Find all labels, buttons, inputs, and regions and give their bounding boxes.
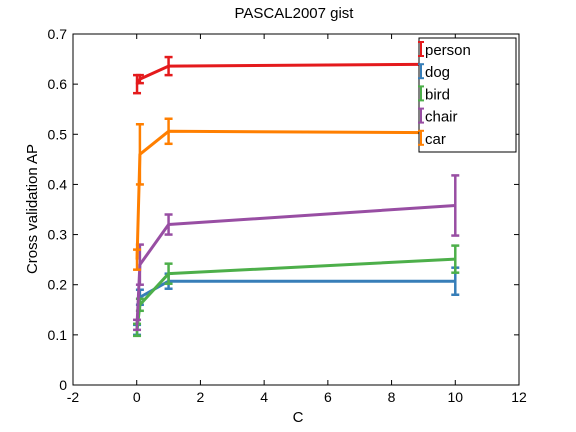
y-tick-label: 0.6 [48, 76, 68, 92]
series-line-person [135, 62, 456, 85]
series-car [133, 117, 460, 271]
series-line-car [135, 129, 456, 260]
series-chair [133, 174, 460, 332]
x-axis-label: C [293, 409, 304, 426]
plot-area [133, 55, 460, 338]
axes-box [72, 33, 520, 386]
legend-label-chair: chair [425, 109, 458, 126]
legend-label-dog: dog [425, 64, 450, 81]
y-axis-label: Cross validation AP [24, 144, 41, 274]
legend-label-person: person [425, 42, 471, 59]
y-tick-label: 0.7 [48, 26, 68, 42]
series-line-chair [135, 203, 456, 325]
x-tick-label: 0 [133, 389, 141, 405]
y-tick-label: 0.2 [48, 277, 68, 293]
y-tick-label: 0.3 [48, 227, 68, 243]
legend-label-car: car [425, 131, 446, 148]
y-tick-label: 0.4 [48, 176, 68, 192]
y-tick-label: 0.1 [48, 327, 68, 343]
y-tick-label: 0.5 [48, 126, 68, 142]
chart-title: PASCAL2007 gist [235, 5, 355, 22]
x-tick-label: 8 [388, 389, 396, 405]
x-tick-label: -2 [67, 389, 80, 405]
x-tick-label: 2 [197, 389, 205, 405]
legend: person dog bird chair car [418, 37, 517, 153]
legend-box [418, 37, 517, 153]
x-tick-label: 12 [511, 389, 527, 405]
x-tick-label: 6 [324, 389, 332, 405]
x-tick-label: 4 [260, 389, 268, 405]
y-tick-label: 0 [59, 377, 67, 393]
legend-label-bird: bird [425, 86, 450, 103]
x-tick-label: 10 [447, 389, 463, 405]
